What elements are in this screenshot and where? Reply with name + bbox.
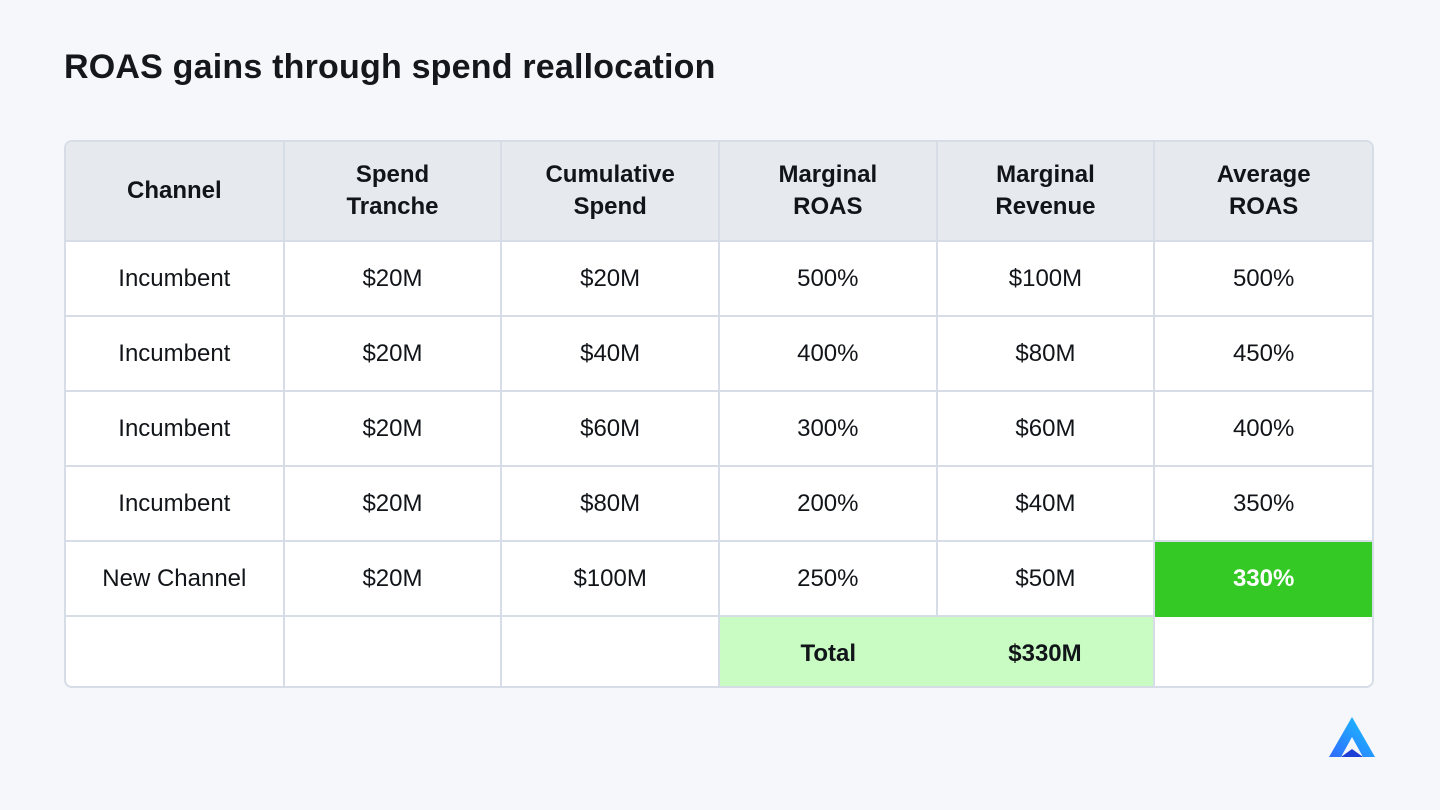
cell-channel: New Channel <box>66 540 285 617</box>
cell-marginal-roas: 200% <box>717 465 938 542</box>
header-marginal-revenue-line1: Marginal <box>996 161 1095 188</box>
header-spend-tranche-line1: Spend <box>355 161 430 188</box>
table-row: Incumbent $20M $20M 500% $100M 500% <box>66 240 1372 317</box>
cell-average-roas: 400% <box>1153 390 1372 467</box>
table-row: Incumbent $20M $60M 300% $60M 400% <box>66 390 1372 467</box>
cell-channel: Incumbent <box>66 465 285 542</box>
header-channel-line1: Channel <box>126 177 222 204</box>
header-average-roas: Average ROAS <box>1153 142 1372 242</box>
table-header-row: Channel Spend Tranche Cumulative Spend M… <box>66 142 1372 242</box>
cell-channel: Incumbent <box>66 390 285 467</box>
cell-marginal-revenue: $60M <box>935 390 1156 467</box>
cell-channel: Incumbent <box>66 240 285 317</box>
cell-marginal-roas: 400% <box>717 315 938 392</box>
cell-spend-tranche: $20M <box>282 315 503 392</box>
header-marginal-roas-line2: ROAS <box>793 193 863 220</box>
cell-marginal-revenue: $80M <box>935 315 1156 392</box>
cell-spend-tranche: $20M <box>282 240 503 317</box>
cell-empty <box>66 615 285 686</box>
roas-table: Channel Spend Tranche Cumulative Spend M… <box>64 140 1374 688</box>
cell-cumulative-spend: $60M <box>500 390 720 467</box>
table-total-row: Total $330M <box>66 615 1372 686</box>
cell-empty <box>500 615 720 686</box>
cell-spend-tranche: $20M <box>282 540 503 617</box>
cell-cumulative-spend: $40M <box>500 315 720 392</box>
header-cumulative-spend-line2: Spend <box>573 193 647 220</box>
cell-average-roas: 500% <box>1153 240 1372 317</box>
table-row: New Channel $20M $100M 250% $50M 330% <box>66 540 1372 617</box>
header-cumulative-spend: Cumulative Spend <box>500 142 720 242</box>
header-spend-tranche-line2: Tranche <box>346 193 439 220</box>
header-channel: Channel <box>66 142 285 242</box>
page-title: ROAS gains through spend reallocation <box>64 48 716 86</box>
total-label: Total <box>717 615 937 686</box>
table-row: Incumbent $20M $40M 400% $80M 450% <box>66 315 1372 392</box>
brand-logo-icon <box>1327 715 1377 759</box>
cell-marginal-roas: 300% <box>717 390 938 467</box>
cell-empty <box>1153 615 1372 686</box>
cell-spend-tranche: $20M <box>282 465 503 542</box>
header-marginal-roas: Marginal ROAS <box>717 142 938 242</box>
header-marginal-roas-line1: Marginal <box>778 161 878 188</box>
cell-cumulative-spend: $20M <box>500 240 720 317</box>
cell-marginal-revenue: $100M <box>935 240 1156 317</box>
cell-marginal-roas: 250% <box>717 540 938 617</box>
header-marginal-revenue: Marginal Revenue <box>935 142 1156 242</box>
cell-cumulative-spend: $100M <box>500 540 720 617</box>
header-cumulative-spend-line1: Cumulative <box>545 161 675 188</box>
cell-marginal-revenue: $50M <box>935 540 1156 617</box>
cell-average-roas: 450% <box>1153 315 1372 392</box>
cell-marginal-roas: 500% <box>717 240 938 317</box>
header-average-roas-line2: ROAS <box>1228 193 1299 220</box>
header-marginal-revenue-line2: Revenue <box>995 193 1096 220</box>
cell-spend-tranche: $20M <box>282 390 503 467</box>
cell-average-roas: 350% <box>1153 465 1372 542</box>
cell-average-roas-highlight: 330% <box>1153 540 1372 617</box>
total-value: $330M <box>936 615 1156 686</box>
header-average-roas-line1: Average <box>1216 161 1311 188</box>
cell-marginal-revenue: $40M <box>935 465 1156 542</box>
cell-cumulative-spend: $80M <box>500 465 720 542</box>
cell-empty <box>282 615 503 686</box>
cell-channel: Incumbent <box>66 315 285 392</box>
table-row: Incumbent $20M $80M 200% $40M 350% <box>66 465 1372 542</box>
header-spend-tranche: Spend Tranche <box>282 142 503 242</box>
